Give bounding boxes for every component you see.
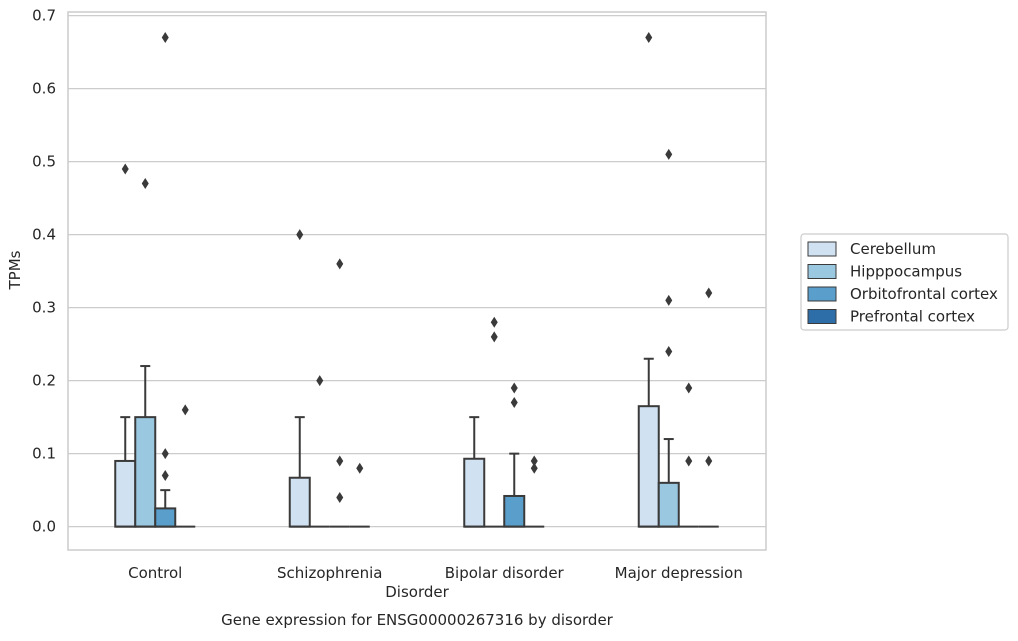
outlier-point (665, 148, 673, 160)
box-orbitofrontal-cortex (678, 382, 699, 528)
outlier-point (121, 163, 129, 175)
box-prefrontal-cortex (698, 287, 719, 528)
outlier-point (665, 294, 673, 306)
outlier-point (141, 178, 149, 190)
legend-label: Hipppocampus (850, 263, 962, 281)
outlier-point (161, 470, 169, 482)
gridlines (68, 15, 766, 528)
figure-caption: Gene expression for ENSG00000267316 by d… (221, 611, 614, 629)
box-cerebellum (114, 163, 137, 528)
legend-label: Orbitofrontal cortex (850, 285, 998, 303)
box-hipppocampus (484, 316, 505, 528)
legend-label: Cerebellum (850, 240, 936, 258)
box-body (154, 507, 177, 528)
y-tick-label: 0.4 (32, 226, 56, 244)
plot-frame (67, 11, 767, 551)
outlier-point (510, 382, 518, 394)
outlier-point (685, 382, 693, 394)
legend-swatch (807, 309, 837, 324)
box-series (114, 32, 719, 528)
box-prefrontal-cortex (175, 404, 196, 528)
legend-box (800, 233, 1009, 331)
legend-swatch (807, 264, 837, 279)
box-cerebellum (463, 416, 486, 528)
y-tick-label: 0.7 (32, 7, 56, 25)
outlier-point (645, 32, 653, 44)
outlier-point (336, 455, 344, 467)
x-tick-label: Control (128, 564, 182, 582)
box-cerebellum (637, 32, 660, 528)
x-tick-label: Schizophrenia (277, 564, 382, 582)
legend-swatch (807, 286, 837, 302)
box-prefrontal-cortex (524, 455, 545, 528)
outlier-point (336, 258, 344, 270)
y-tick-label: 0.6 (32, 80, 56, 98)
box-orbitofrontal-cortex (154, 32, 177, 528)
box-body (637, 405, 660, 528)
box-cerebellum (288, 229, 311, 528)
box-orbitofrontal-cortex (503, 382, 526, 528)
legend-swatch (807, 241, 837, 257)
plot-border (67, 11, 767, 551)
y-axis-label: TPMs (6, 250, 24, 290)
box-hipppocampus (309, 375, 330, 528)
y-tick-label: 0.2 (32, 372, 56, 390)
y-axis-ticks: 0.0 0.1 0.2 0.3 0.4 0.5 0.6 0.7 (32, 7, 56, 536)
x-axis-ticks: Control Schizophrenia Bipolar disorder Majo… (128, 564, 743, 582)
box-prefrontal-cortex (349, 462, 370, 528)
outlier-point (336, 491, 344, 503)
box-body (134, 416, 157, 528)
box-body (114, 459, 137, 528)
outlier-point (685, 455, 693, 467)
x-tick-label: Bipolar disorder (445, 564, 565, 582)
outlier-point (490, 331, 498, 343)
outlier-point (530, 462, 538, 474)
outlier-point (356, 462, 364, 474)
outlier-point (490, 316, 498, 328)
box-orbitofrontal-cortex (329, 258, 350, 528)
outlier-point (161, 32, 169, 44)
y-tick-label: 0.3 (32, 299, 56, 317)
x-axis-label: Disorder (385, 583, 449, 601)
y-tick-label: 0.1 (32, 445, 56, 463)
outlier-point (316, 375, 324, 387)
y-tick-label: 0.0 (32, 518, 56, 536)
outlier-point (665, 345, 673, 357)
box-body (657, 481, 680, 528)
outlier-point (705, 455, 713, 467)
outlier-point (530, 455, 538, 467)
box-body (288, 476, 311, 528)
box-hipppocampus (134, 178, 157, 528)
outlier-point (296, 229, 304, 241)
box-body (503, 494, 526, 528)
box-hipppocampus (657, 148, 680, 528)
outlier-point (510, 397, 518, 409)
legend: Cerebellum Hipppocampus Orbitofrontal cort… (800, 233, 1009, 331)
outlier-point (161, 448, 169, 460)
legend-label: Prefrontal cortex (850, 308, 975, 326)
x-tick-label: Major depression (615, 564, 743, 582)
y-tick-label: 0.5 (32, 153, 56, 171)
outlier-point (705, 287, 713, 299)
outlier-point (181, 404, 189, 416)
box-body (463, 457, 486, 528)
